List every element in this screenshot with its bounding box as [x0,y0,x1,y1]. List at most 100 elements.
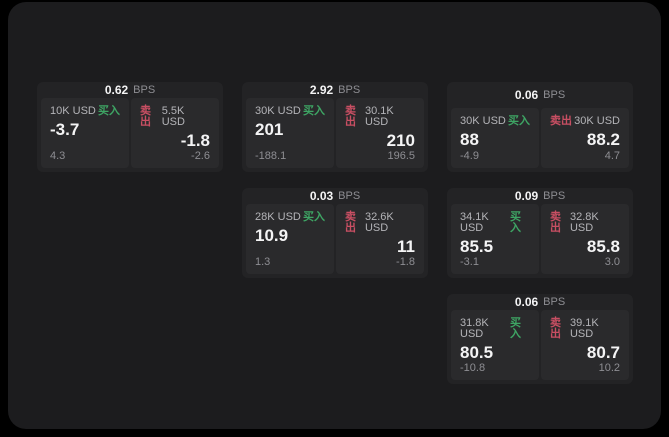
sell-side-label: 卖出 [140,104,151,128]
buy-delta: -4.9 [460,150,479,162]
buy-price: 85.5 [460,236,494,256]
buy-side-label: 买入 [98,104,120,117]
sell-tile-top: 卖出 32.8K USD [550,210,620,234]
sell-delta: 4.7 [604,150,620,162]
buy-size: 31.8K USD [460,316,489,340]
sell-tile-top: 卖出 32.6K USD [345,210,415,234]
buy-side-label: 买入 [303,104,325,117]
sell-side-label: 卖出 [550,210,561,234]
buy-delta: 1.3 [255,256,271,268]
buy-side-label: 买入 [508,115,530,127]
buy-tile[interactable]: 30K USD 买入 201 -188.1 [246,97,334,168]
sell-price: 80.7 [586,342,620,362]
buy-size: 10K USD [50,104,96,117]
buy-size: 28K USD [255,210,301,223]
buy-side-label: 买入 [510,210,522,234]
buy-tile-top: 30K USD 买入 [255,104,325,117]
sell-side-label: 卖出 [345,104,356,128]
sell-side-label: 卖出 [550,115,572,127]
spread-header: 0.62 BPS [41,82,219,98]
buy-tile[interactable]: 34.1K USD 买入 85.5 -3.1 [451,203,539,274]
spread-value: 0.62 [104,82,129,97]
buy-size: 30K USD [460,115,506,127]
sell-side-label: 卖出 [345,210,356,234]
quote-tiles: 30K USD 买入 88 -4.9 卖出 30K USD 88.2 4.7 [451,108,629,168]
spread-unit-label: BPS [543,89,566,101]
spread-unit-label: BPS [133,83,156,96]
quote-card: 0.06 BPS 31.8K USD 买入 80.5 -10.8 卖出 39.1… [447,294,633,384]
sell-tile[interactable]: 卖出 30.1K USD 210 196.5 [336,97,424,168]
sell-size: 30K USD [574,115,620,127]
sell-price: 11 [397,236,415,256]
sell-price: 210 [386,130,415,150]
spread-header: 0.03 BPS [246,188,424,204]
quote-card: 0.62 BPS 10K USD 买入 -3.7 4.3 卖出 5.5K USD… [37,82,223,172]
quote-card: 0.09 BPS 34.1K USD 买入 85.5 -3.1 卖出 32.8K… [447,188,633,278]
spread-value: 0.06 [514,88,539,102]
buy-size: 30K USD [255,104,301,117]
quote-board-panel: 0.62 BPS 10K USD 买入 -3.7 4.3 卖出 5.5K USD… [8,2,661,429]
buy-size: 34.1K USD [460,210,489,234]
sell-tile-top: 卖出 30K USD [550,116,620,127]
sell-price: 85.8 [586,236,620,256]
buy-price: 10.9 [255,225,289,245]
buy-price: 88 [460,130,479,149]
sell-delta: -1.8 [396,256,415,268]
buy-delta: -10.8 [460,362,486,374]
buy-delta: -3.1 [460,256,479,268]
spread-unit-label: BPS [338,189,361,202]
sell-tile[interactable]: 卖出 30K USD 88.2 4.7 [541,108,629,168]
buy-tile[interactable]: 31.8K USD 买入 80.5 -10.8 [451,309,539,380]
buy-tile-top: 30K USD 买入 [460,116,530,127]
cards-grid: 0.62 BPS 10K USD 买入 -3.7 4.3 卖出 5.5K USD… [37,82,633,384]
sell-size: 32.8K USD [569,210,599,234]
sell-price: -1.8 [180,130,210,150]
quote-card: 0.06 BPS 30K USD 买入 88 -4.9 卖出 30K USD 8… [447,82,633,172]
buy-side-label: 买入 [510,316,522,340]
quote-tiles: 34.1K USD 买入 85.5 -3.1 卖出 32.8K USD 85.8… [451,203,629,274]
buy-tile[interactable]: 10K USD 买入 -3.7 4.3 [41,97,129,168]
buy-side-label: 买入 [303,210,325,223]
buy-tile-top: 34.1K USD 买入 [460,210,530,234]
sell-tile[interactable]: 卖出 32.8K USD 85.8 3.0 [541,203,629,274]
buy-tile-top: 10K USD 买入 [50,104,120,117]
buy-delta: -188.1 [255,150,287,162]
spread-unit-label: BPS [338,83,361,96]
buy-tile-top: 31.8K USD 买入 [460,316,530,340]
quote-card: 2.92 BPS 30K USD 买入 201 -188.1 卖出 30.1K … [242,82,428,172]
spread-value: 0.06 [514,294,539,309]
spread-header: 2.92 BPS [246,82,424,98]
sell-price: 88.2 [586,130,620,149]
sell-delta: 196.5 [387,150,415,162]
quote-tiles: 10K USD 买入 -3.7 4.3 卖出 5.5K USD -1.8 -2.… [41,97,219,168]
quote-tiles: 31.8K USD 买入 80.5 -10.8 卖出 39.1K USD 80.… [451,309,629,380]
buy-price: -3.7 [50,119,80,139]
sell-side-label: 卖出 [550,316,561,340]
buy-tile[interactable]: 28K USD 买入 10.9 1.3 [246,203,334,274]
sell-tile[interactable]: 卖出 39.1K USD 80.7 10.2 [541,309,629,380]
spread-value: 2.92 [309,82,334,97]
sell-tile-top: 卖出 5.5K USD [140,104,210,128]
sell-delta: -2.6 [191,150,210,162]
spread-value: 0.03 [309,188,334,203]
buy-tile[interactable]: 30K USD 买入 88 -4.9 [451,108,539,168]
sell-tile[interactable]: 卖出 5.5K USD -1.8 -2.6 [131,97,219,168]
sell-size: 32.6K USD [364,210,394,234]
buy-price: 201 [255,119,284,139]
sell-tile-top: 卖出 39.1K USD [550,316,620,340]
spread-header: 0.06 BPS [451,82,629,108]
sell-size: 5.5K USD [161,104,185,128]
spread-header: 0.06 BPS [451,294,629,310]
sell-tile[interactable]: 卖出 32.6K USD 11 -1.8 [336,203,424,274]
buy-price: 80.5 [460,342,494,362]
sell-size: 39.1K USD [569,316,599,340]
spread-value: 0.09 [514,188,539,203]
buy-tile-top: 28K USD 买入 [255,210,325,223]
spread-header: 0.09 BPS [451,188,629,204]
quote-tiles: 30K USD 买入 201 -188.1 卖出 30.1K USD 210 1… [246,97,424,168]
buy-delta: 4.3 [50,150,66,162]
sell-size: 30.1K USD [364,104,394,128]
quote-card: 0.03 BPS 28K USD 买入 10.9 1.3 卖出 32.6K US… [242,188,428,278]
spread-unit-label: BPS [543,295,566,308]
sell-tile-top: 卖出 30.1K USD [345,104,415,128]
